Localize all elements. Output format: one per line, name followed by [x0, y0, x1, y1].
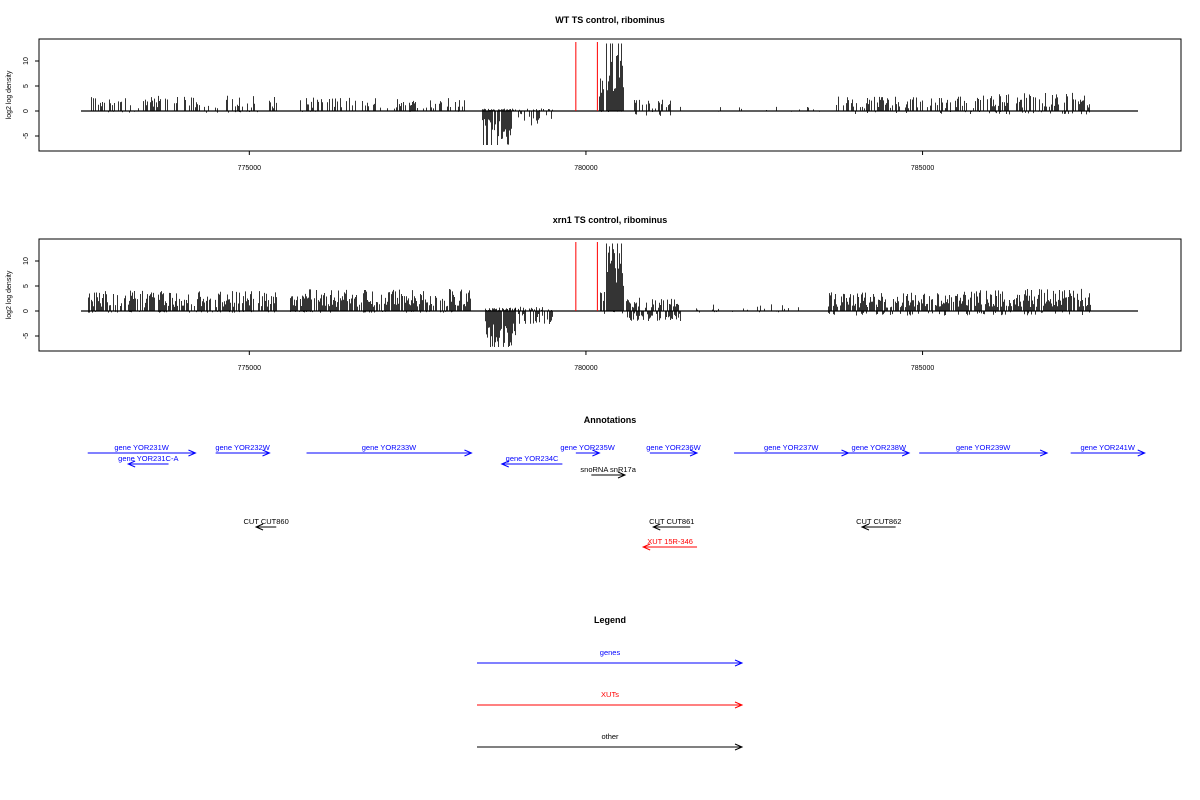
feature-label: CUT CUT862: [856, 517, 901, 526]
x-tick-label: 780000: [574, 365, 597, 372]
legend-items: genes XUTs other: [477, 648, 744, 751]
feature-label: gene YOR235W: [560, 443, 615, 452]
y-tick-label: 0: [23, 109, 30, 113]
x-axis: 775000 780000 785000: [238, 151, 934, 172]
feature-arrow-head: [860, 523, 870, 531]
x-tick-label: 775000: [238, 365, 261, 372]
y-tick-label: -5: [23, 333, 30, 339]
y-axis: -5 0 5 10: [23, 57, 39, 139]
annotation-feature: CUT CUT860: [243, 517, 289, 531]
feature-label: gene YOR234C: [506, 454, 559, 463]
annotations-title: Annotations: [584, 415, 637, 425]
feature-arrow-head: [641, 543, 651, 551]
annotation-feature: CUT CUT862: [856, 517, 901, 531]
annotation-feature: gene YOR241W: [1070, 443, 1147, 457]
feature-arrow-head: [689, 449, 699, 457]
feature-label: gene YOR241W: [1080, 443, 1135, 452]
feature-arrow-head: [254, 523, 264, 531]
feature-arrow-head: [651, 523, 661, 531]
feature-arrow-head: [1039, 449, 1049, 457]
feature-label: gene YOR233W: [362, 443, 417, 452]
annotation-feature: gene YOR239W: [919, 443, 1049, 457]
annotation-feature: gene YOR231W: [87, 443, 197, 457]
feature-label: gene YOR231W: [114, 443, 169, 452]
marker-lines: [575, 242, 598, 311]
annotation-feature: gene YOR231C-A: [118, 454, 178, 468]
feature-label: CUT CUT861: [649, 517, 694, 526]
coverage-bars: [81, 243, 1138, 347]
annotation-feature: gene YOR233W: [306, 443, 473, 457]
feature-arrow-head: [1137, 449, 1147, 457]
legend-label: XUTs: [601, 690, 619, 699]
feature-arrow-head: [500, 460, 509, 468]
y-tick-label: 10: [23, 257, 30, 265]
x-tick-label: 780000: [574, 165, 597, 172]
feature-arrow-head: [188, 449, 197, 457]
legend-arrow-head: [734, 659, 744, 667]
feature-label: gene YOR238W: [852, 443, 907, 452]
feature-label: snoRNA snR17a: [580, 465, 636, 474]
plot-frame: [38, 38, 1182, 152]
y-tick-label: 10: [23, 57, 30, 65]
annotation-feature: gene YOR235W: [560, 443, 616, 457]
legend-item: XUTs: [477, 690, 744, 709]
annotation-feature: gene YOR237W: [734, 443, 850, 457]
feature-label: gene YOR232W: [215, 443, 270, 452]
coverage-bars: [81, 43, 1138, 145]
plot-frame: [38, 238, 1182, 352]
feature-arrow-head: [592, 449, 601, 457]
panel-title: xrn1 TS control, ribominus: [553, 215, 668, 225]
feature-arrow-head: [126, 460, 136, 468]
coverage-panel-xrn1: xrn1 TS control, ribominus log2 log dens…: [6, 215, 1182, 372]
coverage-panel-wt: WT TS control, ribominus log2 log densit…: [6, 15, 1182, 172]
annotation-feature: gene YOR238W: [848, 443, 911, 457]
annotation-feature: gene YOR236W: [646, 443, 702, 457]
feature-label: XUT 15R-346: [647, 537, 693, 546]
x-tick-label: 775000: [238, 165, 261, 172]
y-axis-label: log2 log density: [6, 70, 13, 119]
legend-arrow-head: [734, 743, 744, 751]
annotation-feature: snoRNA snR17a: [580, 465, 637, 479]
feature-arrow-head: [901, 449, 911, 457]
legend-item: genes: [477, 648, 744, 667]
legend-label: other: [601, 732, 619, 741]
y-tick-label: -5: [23, 133, 30, 139]
legend-item: other: [477, 732, 744, 751]
panel-title: WT TS control, ribominus: [555, 15, 665, 25]
feature-arrow-head: [464, 449, 473, 457]
feature-label: CUT CUT860: [243, 517, 288, 526]
annotation-feature: XUT 15R-346: [641, 537, 698, 551]
y-tick-label: 5: [23, 284, 30, 288]
annotation-feature: gene YOR234C: [500, 454, 563, 468]
annotation-features: gene YOR231W gene YOR231C-A gene YOR232W ge…: [87, 443, 1147, 551]
y-axis: -5 0 5 10: [23, 257, 39, 339]
y-tick-label: 0: [23, 309, 30, 313]
annotation-feature: CUT CUT861: [649, 517, 694, 531]
feature-arrow-head: [617, 471, 627, 479]
y-axis-label: log2 log density: [6, 270, 13, 319]
annotation-feature: gene YOR232W: [215, 443, 271, 457]
feature-label: gene YOR237W: [764, 443, 819, 452]
x-axis: 775000 780000 785000: [238, 351, 934, 372]
legend-arrow-head: [734, 701, 744, 709]
legend-label: genes: [600, 648, 621, 657]
legend: Legend genes XUTs other: [477, 615, 744, 751]
feature-label: gene YOR236W: [646, 443, 701, 452]
y-tick-label: 5: [23, 84, 30, 88]
legend-title: Legend: [594, 615, 626, 625]
x-tick-label: 785000: [911, 165, 934, 172]
x-tick-label: 785000: [911, 365, 934, 372]
feature-arrow-head: [262, 449, 271, 457]
feature-label: gene YOR239W: [956, 443, 1011, 452]
feature-label: gene YOR231C-A: [118, 454, 178, 463]
marker-lines: [575, 42, 598, 111]
